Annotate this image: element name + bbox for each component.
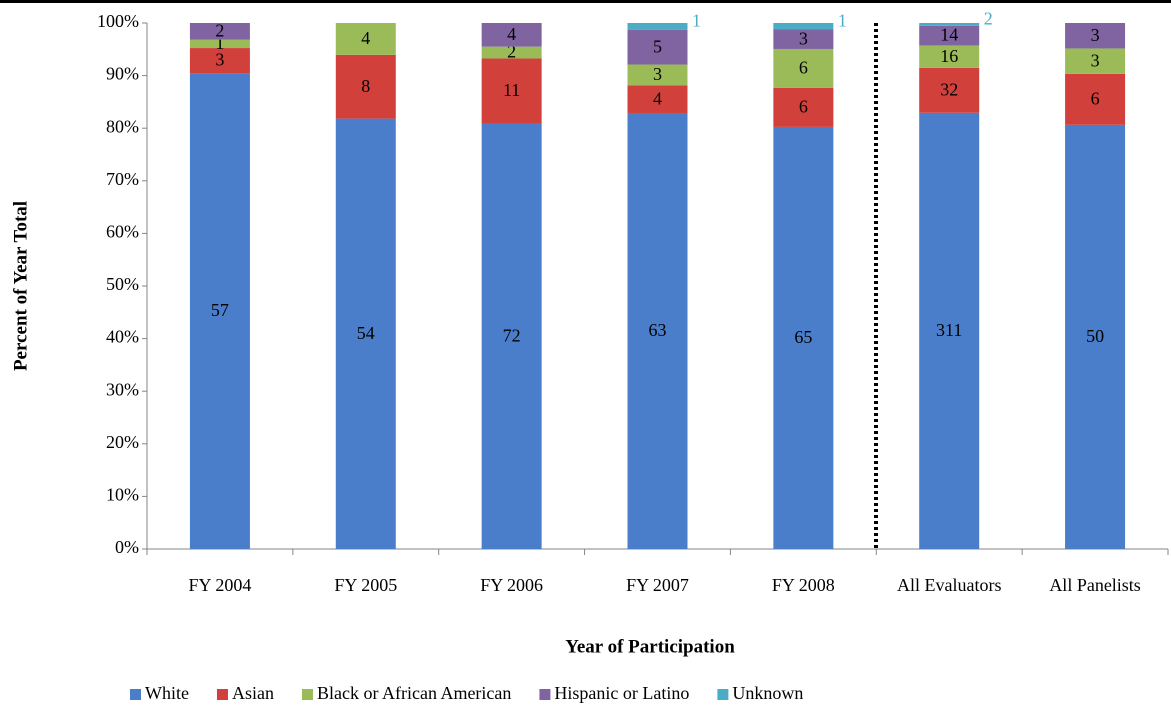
bar-segment [1065,23,1126,49]
legend-swatch [130,689,141,700]
bar-segment [773,87,834,127]
data-label: 6 [1091,88,1100,108]
x-tick-label: All Panelists [1049,575,1141,595]
x-tick-label: FY 2004 [189,575,252,595]
data-label: 2 [507,42,516,62]
data-label: 3 [653,64,662,84]
bar-segment [773,48,834,88]
data-label: 16 [940,46,958,66]
data-label: 1 [215,33,224,53]
data-label: 6 [799,58,808,78]
data-label: 63 [649,320,667,340]
legend-swatch [301,689,313,700]
bar-segment [1065,48,1126,74]
y-tick-label: 30% [106,379,139,399]
legend-label: White [145,683,189,703]
bar-segment [189,23,250,40]
data-label: 311 [936,320,962,340]
bar-segment [481,58,542,124]
top-border [0,0,1171,3]
data-label: 3 [1091,25,1100,45]
y-tick-label: 100% [97,11,139,31]
bar-segment [773,126,834,549]
data-label: 4 [361,28,370,48]
bar-segment [773,23,834,30]
data-label: 54 [357,323,375,343]
data-label: 50 [1086,326,1104,346]
y-tick-label: 0% [115,537,139,557]
bar-segment [189,48,250,74]
data-label: 14 [940,25,958,45]
data-label: 5 [653,36,662,56]
data-label: 72 [503,325,521,345]
bar-segment [1065,124,1126,549]
y-axis-title: Percent of Year Total [10,201,31,371]
bar-segment [627,112,688,549]
data-label: 2 [215,20,224,40]
bar-segment [1065,73,1126,125]
bar-segment [627,64,688,86]
data-label: 11 [503,80,520,100]
y-tick-label: 90% [106,64,139,84]
y-tick-label: 70% [106,169,139,189]
data-label: 3 [799,28,808,48]
y-tick-label: 40% [106,327,139,347]
y-tick-label: 80% [106,116,139,136]
data-label: 3 [1091,50,1100,70]
data-label: 4 [507,24,516,44]
bar-segment [481,123,542,549]
data-label: 1 [692,11,701,31]
x-tick-label: FY 2006 [480,575,543,595]
bar-segment [773,29,834,49]
data-label: 3 [215,50,224,70]
x-axis-title: Year of Participation [565,636,735,657]
bar-segment [919,25,980,46]
bar-segment [335,54,396,119]
data-label: 2 [984,9,993,29]
x-tick-label: FY 2005 [334,575,397,595]
bar-segment [627,85,688,113]
bar-segment [627,29,688,65]
data-label: 32 [940,79,958,99]
x-tick-label: FY 2007 [626,575,689,595]
x-tick-label: FY 2008 [772,575,835,595]
x-tick-label: All Evaluators [897,575,1001,595]
bar-segment [919,112,980,550]
data-label: 57 [211,300,229,320]
data-label: 1 [838,10,847,30]
data-label: 6 [799,97,808,117]
legend-swatch [717,689,729,700]
y-tick-label: 10% [106,485,139,505]
bar-segment [481,46,542,59]
legend-label: Hispanic or Latino [554,683,689,703]
bar-segment [919,45,980,68]
data-label: 8 [361,76,370,96]
y-tick-label: 50% [106,274,139,294]
legend-label: Unknown [732,683,803,703]
bar-segment [919,67,980,113]
legend-swatch [539,689,551,700]
bar-segment [919,23,980,26]
bar-segment [189,39,250,49]
data-label: 65 [794,327,812,347]
legend-label: Asian [232,683,274,703]
y-tick-label: 20% [106,432,139,452]
bar-segment [189,73,250,549]
legend-swatch [216,689,228,700]
y-tick-label: 60% [106,222,139,242]
data-label: 4 [653,88,662,108]
bar-segment [481,23,542,47]
bar-segment [335,118,396,550]
legend-label: Black or African American [317,683,511,703]
bar-segment [627,23,688,30]
bar-segment [335,23,396,55]
